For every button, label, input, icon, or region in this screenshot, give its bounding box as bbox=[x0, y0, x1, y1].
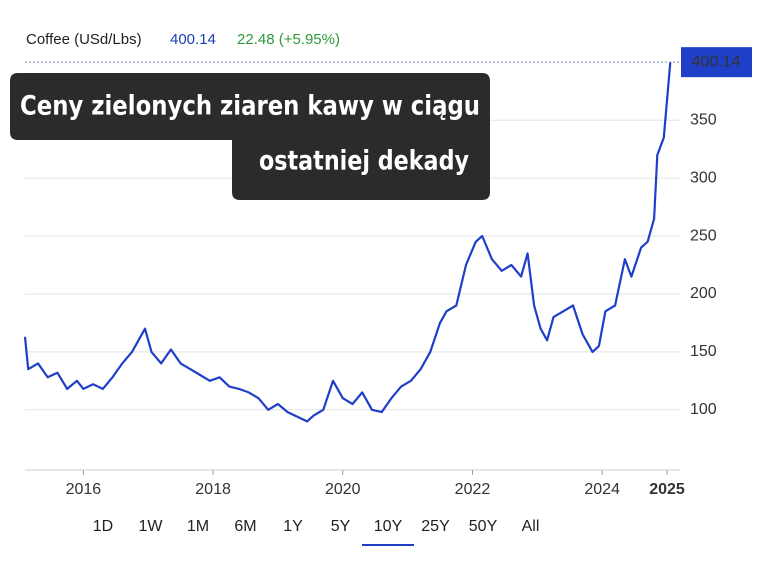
range-button[interactable]: 1Y bbox=[283, 518, 303, 535]
range-buttons: 1D 1W 1M 6M 1Y 5Y 10Y 25Y 50Y All bbox=[93, 518, 540, 546]
range-button[interactable]: 1D bbox=[93, 518, 113, 535]
y-tick-label: 200 bbox=[690, 285, 717, 302]
x-tick-label: 2020 bbox=[325, 481, 361, 498]
range-button[interactable]: All bbox=[522, 518, 540, 535]
y-tick-label: 300 bbox=[690, 169, 717, 186]
range-button[interactable]: 25Y bbox=[421, 518, 450, 535]
plot: 100 150 200 250 300 350 2016 2018 2020 2022 2024 20… bbox=[23, 47, 752, 498]
y-tick-label: 250 bbox=[690, 227, 717, 244]
y-tick-label: 350 bbox=[690, 111, 717, 128]
symbol: Coffee (USd/Lbs) bbox=[26, 31, 142, 48]
range-button[interactable]: 6M bbox=[234, 518, 256, 535]
y-tick-label: 150 bbox=[690, 343, 717, 360]
x-tick-label: 2025 bbox=[649, 481, 685, 498]
price-tag bbox=[681, 47, 752, 78]
price-line bbox=[23, 62, 672, 423]
range-button[interactable]: 1W bbox=[139, 518, 164, 535]
title-box bbox=[10, 73, 490, 200]
price: 400.14 bbox=[170, 31, 216, 48]
range-button[interactable]: 5Y bbox=[331, 518, 351, 535]
title-line-2: ostatniej dekady bbox=[259, 146, 469, 177]
x-tick-label: 2022 bbox=[455, 481, 491, 498]
x-tick-label: 2018 bbox=[195, 481, 231, 498]
x-tick-label: 2016 bbox=[66, 481, 102, 498]
x-tick-label: 2024 bbox=[584, 481, 620, 498]
range-button[interactable]: 10Y bbox=[374, 518, 403, 535]
y-tick-label: 100 bbox=[690, 401, 717, 418]
price-tag-label: 400.14 bbox=[692, 53, 741, 70]
title-line-1: Ceny zielonych ziaren kawy w ciągu bbox=[20, 91, 480, 122]
change: 22.48 (+5.95%) bbox=[237, 31, 340, 48]
range-button[interactable]: 1M bbox=[187, 518, 209, 535]
range-button[interactable]: 50Y bbox=[469, 518, 498, 535]
